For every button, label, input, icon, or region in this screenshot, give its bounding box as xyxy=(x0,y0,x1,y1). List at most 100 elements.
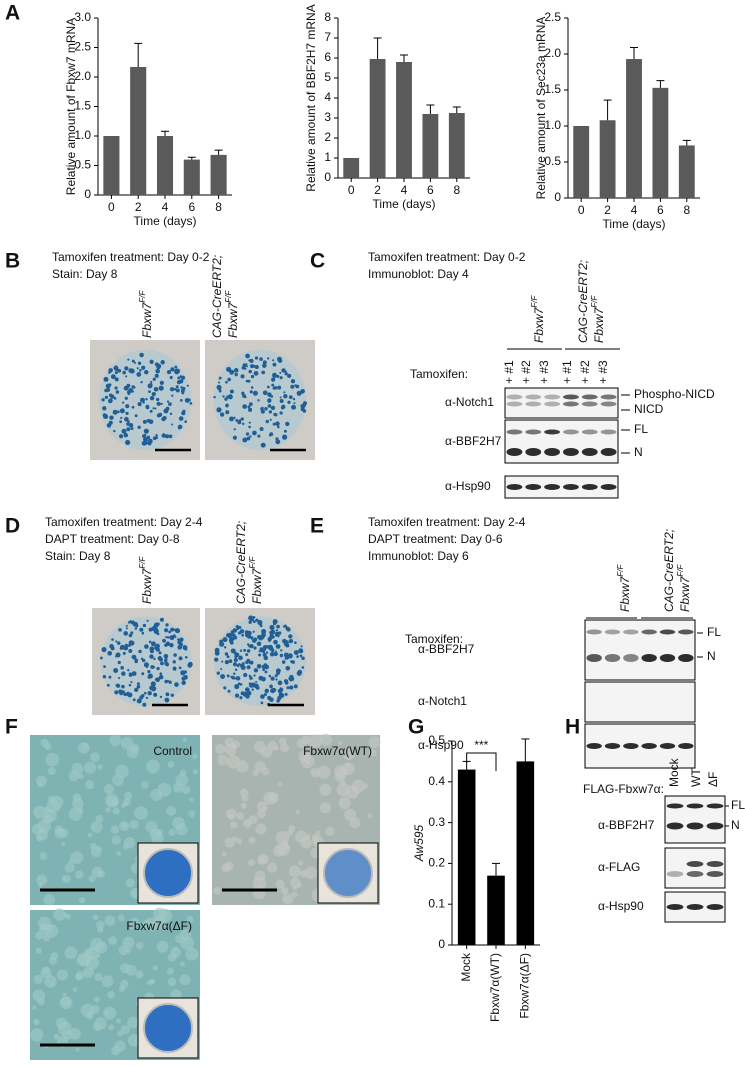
stain-speckle xyxy=(277,781,283,787)
band-label: FL xyxy=(634,422,648,436)
stain-speckle xyxy=(59,996,73,1010)
stain-speckle xyxy=(96,953,101,958)
colony-dot xyxy=(266,385,270,389)
colony-dot xyxy=(260,701,264,705)
y-tick-label: 1.5 xyxy=(544,82,561,96)
stain-speckle xyxy=(146,759,160,774)
stain-speckle xyxy=(47,767,56,776)
blot-band xyxy=(706,861,724,867)
colony-dot xyxy=(247,405,251,409)
blot-band xyxy=(604,743,621,749)
stain-speckle xyxy=(232,740,241,749)
colony-dot xyxy=(244,687,250,692)
colony-dot xyxy=(239,629,245,634)
colony-dot xyxy=(120,416,123,420)
colony-dot xyxy=(108,398,113,404)
colony-dot xyxy=(239,419,242,422)
stain-speckle xyxy=(363,783,369,789)
y-tick-label: 1.0 xyxy=(544,118,561,132)
colony-dot xyxy=(255,680,258,683)
genotype-label: Fbxw7F/F xyxy=(138,290,154,338)
colony-dot xyxy=(269,418,272,421)
stain-speckle xyxy=(295,809,300,814)
stain-speckle xyxy=(64,862,75,873)
stain-speckle xyxy=(71,797,84,810)
colony-dot xyxy=(173,387,177,391)
colony-dot xyxy=(142,702,147,707)
colony-dot xyxy=(142,401,145,404)
blot-label: α-BBF2H7 xyxy=(418,642,475,656)
colony-dot xyxy=(151,687,156,692)
colony-dot xyxy=(143,436,148,442)
colony-dot xyxy=(160,360,165,365)
stain-speckle xyxy=(144,917,159,932)
colony-dot xyxy=(252,615,256,619)
colony-dot xyxy=(272,635,275,639)
stain-speckle xyxy=(35,931,44,940)
colony-dot xyxy=(146,619,149,622)
x-tick-label: 6 xyxy=(188,200,195,214)
colony-dot xyxy=(279,653,284,658)
bar xyxy=(516,761,535,945)
y-tick-label: 0.5 xyxy=(544,154,561,168)
stain-speckle xyxy=(135,970,144,979)
blot-band xyxy=(604,654,621,662)
colony-dot xyxy=(249,617,254,622)
colony-dot xyxy=(147,673,153,679)
bar xyxy=(369,59,386,178)
blot-band xyxy=(525,484,542,490)
colony-dot xyxy=(262,360,267,365)
colony-dot xyxy=(286,627,291,632)
colony-dot xyxy=(153,657,156,661)
colony-dot xyxy=(216,407,222,413)
colony-dot xyxy=(174,369,180,375)
panel-letter: H xyxy=(565,716,580,739)
colony-dot xyxy=(158,657,163,662)
gene-name: Fbxw7 xyxy=(226,301,240,338)
colony-dot xyxy=(116,641,121,645)
colony-dot xyxy=(222,637,228,643)
colony-dot xyxy=(236,627,239,631)
colony-dot xyxy=(160,661,164,666)
colony-dot xyxy=(287,373,292,378)
colony-dot xyxy=(259,357,263,361)
colony-dot xyxy=(279,371,282,374)
y-tick-label: 2.0 xyxy=(544,46,561,60)
bar xyxy=(396,62,412,178)
colony-dot xyxy=(250,364,255,369)
genotype-sup: F/F xyxy=(248,556,257,569)
genotype-label: Fbxw7F/F xyxy=(530,295,546,343)
panel-letter: A xyxy=(5,2,20,25)
blot-band xyxy=(586,743,602,749)
colony-dot xyxy=(146,435,151,440)
stain-speckle xyxy=(150,979,155,984)
stain-speckle xyxy=(103,783,115,795)
colony-dot xyxy=(102,406,107,411)
colony-dot xyxy=(249,676,253,680)
colony-dot xyxy=(155,434,158,437)
colony-dot xyxy=(234,693,240,698)
blot xyxy=(584,681,696,723)
well xyxy=(323,848,373,898)
colony-dot xyxy=(248,425,251,429)
stain-speckle xyxy=(310,767,321,778)
stain-speckle xyxy=(286,829,293,837)
colony-dot xyxy=(163,653,169,659)
colony-dot xyxy=(136,682,140,686)
stain-speckle xyxy=(111,835,122,845)
colony-halo xyxy=(213,616,307,707)
blot-band xyxy=(563,401,579,407)
colony-dot xyxy=(156,401,161,406)
colony-dot xyxy=(156,363,162,369)
blot-band xyxy=(604,629,621,635)
stain-speckle xyxy=(69,1028,81,1040)
stain-speckle xyxy=(305,834,311,840)
stain-speckle xyxy=(75,1047,80,1052)
colony-dot xyxy=(238,625,242,629)
colony-dot xyxy=(275,421,280,426)
colony-dot xyxy=(140,380,143,384)
colony-dot xyxy=(115,390,120,394)
colony-dot xyxy=(131,390,135,393)
colony-dot xyxy=(164,628,169,633)
y-tick-label: 5 xyxy=(324,70,331,84)
